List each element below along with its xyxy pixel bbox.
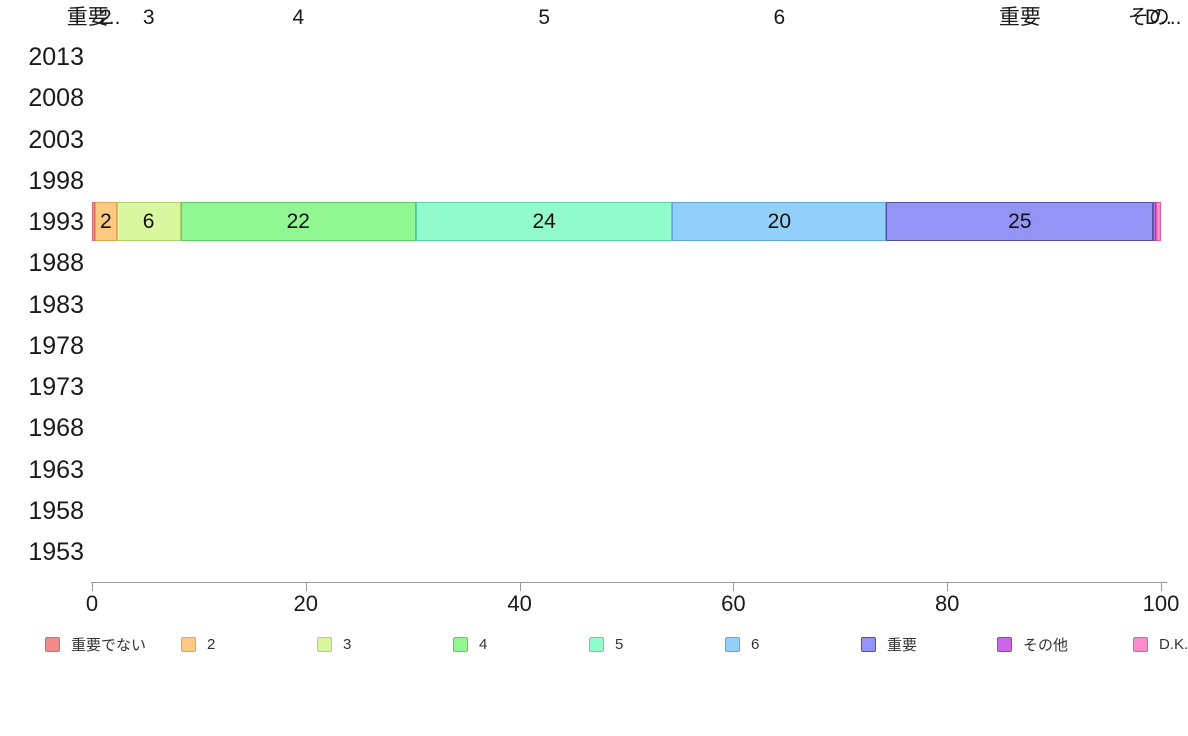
top-label-3: 3 [142, 6, 155, 29]
top-label-5: 5 [538, 6, 551, 29]
x-tick-label-0: 0 [85, 591, 99, 616]
legend-label-5: 5 [615, 636, 624, 653]
legend-label-4: 4 [479, 636, 488, 653]
legend-swatch-その他 [997, 637, 1012, 652]
y-axis-label-2008: 2008 [28, 84, 84, 113]
x-tick-mark-20 [305, 582, 307, 591]
legend-label-6: 6 [751, 636, 760, 653]
x-tick-label-80: 80 [934, 591, 960, 616]
top-label-6: 6 [773, 6, 786, 29]
y-axis-label-1973: 1973 [28, 373, 84, 401]
top-label-重要: 重要 [998, 6, 1041, 29]
top-label-4: 4 [292, 6, 305, 29]
x-tick-label-100: 100 [1142, 591, 1180, 616]
bar-row-1993: 2 6 22 24 20 25 [92, 202, 1161, 241]
bar-segment-value: 6 [142, 209, 155, 233]
legend-item-2[interactable]: 2 [181, 634, 317, 655]
top-label-その他: その.. [1127, 6, 1182, 29]
top-label-2: 2 [100, 6, 112, 29]
legend-label-重要でない: 重要でない [71, 637, 147, 654]
legend-item-3[interactable]: 3 [317, 634, 453, 655]
y-axis-label-1953: 1953 [28, 538, 84, 566]
x-tick-mark-60 [733, 582, 735, 591]
legend-swatch-4 [453, 637, 468, 652]
legend-label-2: 2 [207, 636, 216, 653]
y-axis-label-2003: 2003 [28, 125, 84, 154]
x-tick-label-60: 60 [721, 591, 746, 616]
x-tick-label-20: 20 [293, 591, 319, 616]
y-axis-label-1988: 1988 [28, 249, 84, 278]
bar-segment-D.K.[interactable] [1155, 202, 1161, 241]
legend-item-重要でない[interactable]: 重要でない [45, 634, 181, 655]
legend-swatch-重要でない [45, 637, 60, 652]
legend-label-その他: その他 [1023, 637, 1069, 654]
y-axis-label-1993: 1993 [28, 208, 84, 236]
bar-segment-value: 2 [100, 209, 112, 233]
legend-swatch-重要 [861, 637, 876, 652]
bar-segment-value: 20 [767, 209, 791, 233]
bar-segment-重要[interactable]: 25 [886, 202, 1154, 241]
y-axis-label-1983: 1983 [28, 290, 84, 319]
bar-segment-value: 22 [286, 209, 310, 233]
bar-segment-value: 25 [1008, 209, 1032, 233]
bar-segment-5[interactable]: 24 [415, 202, 673, 241]
y-axis-label-1963: 1963 [28, 455, 84, 484]
legend-item-D.K.[interactable]: D.K. [1133, 634, 1188, 655]
y-axis-label-1968: 1968 [28, 414, 84, 443]
legend-item-6[interactable]: 6 [725, 634, 861, 655]
legend-item-5[interactable]: 5 [589, 634, 725, 655]
x-tick-mark-100 [1161, 582, 1162, 591]
legend-swatch-D.K. [1133, 637, 1148, 652]
legend-swatch-5 [589, 637, 604, 652]
bar-segment-2[interactable]: 2 [95, 202, 117, 241]
x-tick-label-40: 40 [507, 591, 532, 616]
legend: 重要でない 2 3 4 5 6 重要 その他 D.K. [45, 634, 1188, 655]
legend-label-重要: 重要 [887, 637, 918, 654]
bar-segment-value: 24 [532, 209, 556, 233]
legend-swatch-2 [181, 637, 196, 652]
legend-label-D.K.: D.K. [1159, 636, 1188, 653]
legend-item-重要[interactable]: 重要 [861, 634, 997, 655]
top-label-重要でない: 重要.. [66, 6, 121, 29]
top-label-D.K.: D.. [1144, 6, 1172, 29]
x-tick-mark-80 [947, 582, 949, 591]
bar-segment-6[interactable]: 20 [672, 202, 887, 241]
y-axis-label-1978: 1978 [28, 331, 84, 360]
bar-segment-3[interactable]: 6 [116, 202, 181, 241]
y-axis-label-1958: 1958 [28, 496, 84, 525]
y-axis-label-1998: 1998 [28, 166, 84, 195]
legend-item-その他[interactable]: その他 [997, 634, 1133, 655]
bar-segment-その他[interactable] [1153, 202, 1156, 241]
x-tick-mark-0 [92, 582, 93, 591]
legend-label-3: 3 [343, 636, 352, 653]
y-axis-label-2013: 2013 [28, 43, 84, 71]
x-axis-line [91, 582, 1167, 583]
x-tick-mark-40 [519, 582, 521, 591]
legend-item-4[interactable]: 4 [453, 634, 589, 655]
legend-swatch-3 [317, 637, 332, 652]
bar-segment-4[interactable]: 22 [180, 202, 416, 241]
bar-segment-重要でない[interactable] [92, 202, 96, 241]
legend-swatch-6 [725, 637, 740, 652]
